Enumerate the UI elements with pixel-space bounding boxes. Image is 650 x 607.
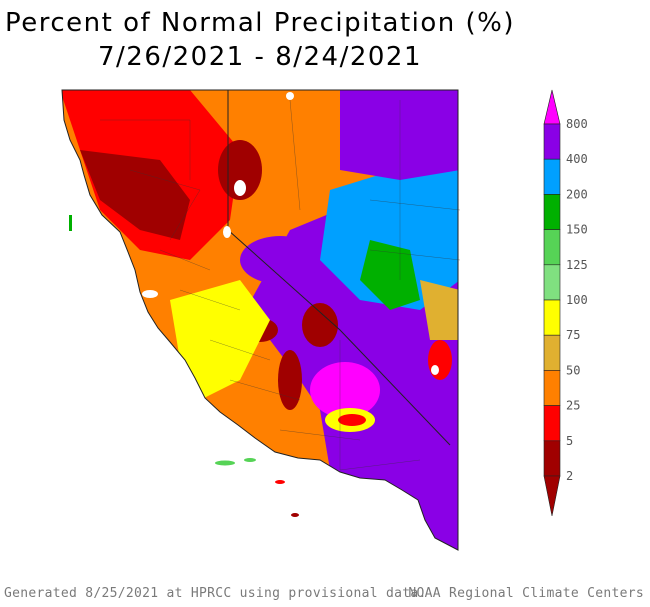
precipitation-map bbox=[61, 89, 461, 551]
legend-swatch-200 bbox=[543, 158, 561, 195]
legend-swatch-400 bbox=[543, 123, 561, 160]
legend-swatch-100 bbox=[543, 264, 561, 301]
state-boundary bbox=[227, 90, 451, 446]
legend-label-50: 50 bbox=[566, 363, 580, 377]
legend-label-150: 150 bbox=[566, 223, 588, 237]
footer-generated-note: Generated 8/25/2021 at HPRCC using provi… bbox=[4, 586, 427, 601]
legend-label-400: 400 bbox=[566, 152, 588, 166]
precip-fill bbox=[62, 90, 458, 550]
legend-swatch-5 bbox=[543, 405, 561, 442]
map-title: Percent of Normal Precipitation (%) 7/26… bbox=[0, 6, 520, 74]
title-line-1: Percent of Normal Precipitation (%) bbox=[4, 8, 516, 38]
legend-label-200: 200 bbox=[566, 187, 588, 201]
region-outline bbox=[61, 89, 459, 551]
legend-top-triangle bbox=[543, 89, 561, 125]
color-legend: 800 400 200 150 125 100 75 50 25 5 2 bbox=[543, 89, 588, 517]
county-lines bbox=[100, 99, 461, 471]
legend-swatch-50 bbox=[543, 334, 561, 371]
channel-islands bbox=[215, 458, 299, 517]
footer-credit: NOAA Regional Climate Centers bbox=[408, 586, 644, 601]
title-line-2: 7/26/2021 - 8/24/2021 bbox=[97, 42, 423, 72]
legend-labels: 800 400 200 150 125 100 75 50 25 5 2 bbox=[566, 117, 588, 483]
legend-swatch-125 bbox=[543, 229, 561, 266]
legend-swatch-75 bbox=[543, 299, 561, 336]
legend-label-25: 25 bbox=[566, 399, 580, 413]
legend-swatch-150 bbox=[543, 194, 561, 230]
legend-label-2: 2 bbox=[566, 469, 573, 483]
legend-label-5: 5 bbox=[566, 434, 573, 448]
legend-swatch-2 bbox=[543, 440, 561, 477]
legend-label-125: 125 bbox=[566, 258, 588, 272]
legend-swatch-25 bbox=[543, 370, 561, 406]
legend-label-100: 100 bbox=[566, 293, 588, 307]
legend-boxes bbox=[543, 123, 561, 477]
legend-label-800: 800 bbox=[566, 117, 588, 131]
lakes bbox=[142, 92, 439, 504]
legend-bottom-triangle bbox=[543, 475, 561, 517]
coastal-marker bbox=[69, 215, 72, 231]
legend-label-75: 75 bbox=[566, 328, 580, 342]
